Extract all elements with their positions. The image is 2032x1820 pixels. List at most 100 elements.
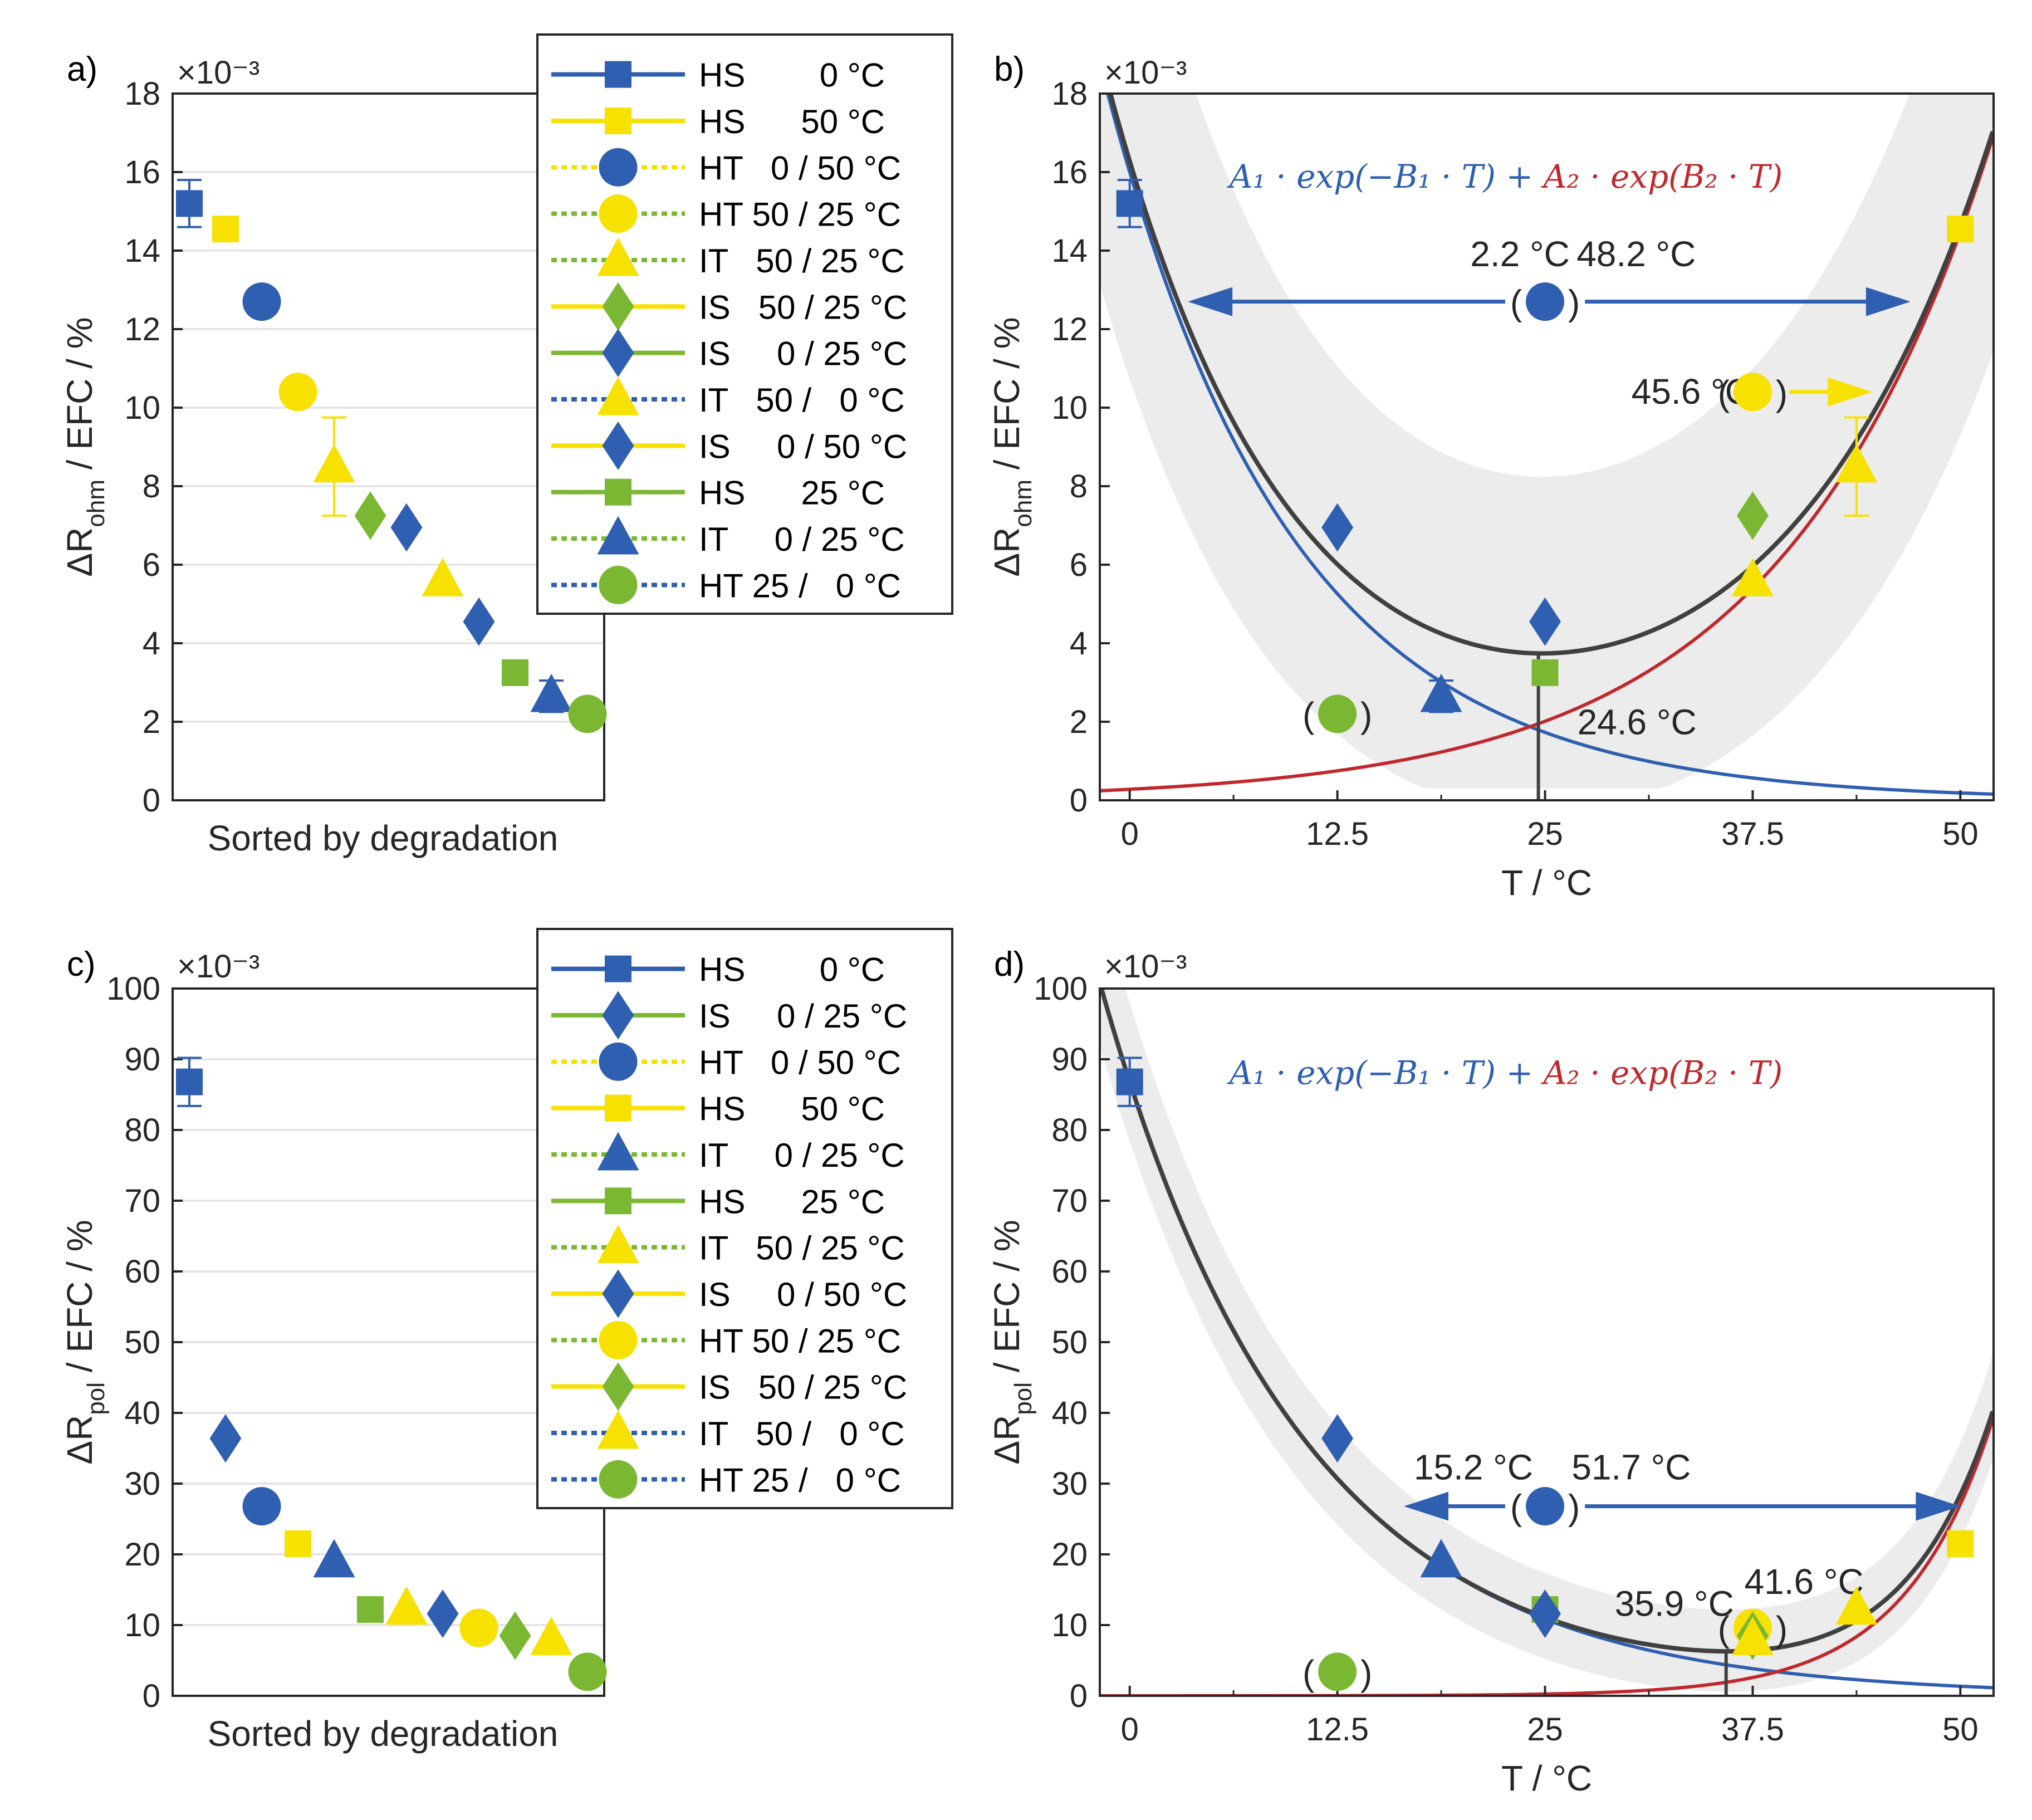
confidence-band	[1100, 989, 1993, 1692]
legend-marker	[605, 1094, 631, 1122]
y-tick-label: 16	[1051, 154, 1088, 190]
legend-entry: HT 25 / 0 °C	[699, 567, 901, 604]
data-point	[422, 557, 464, 596]
legend-marker	[597, 1225, 639, 1264]
data-point	[313, 444, 355, 483]
y-tick-label: 12	[124, 311, 160, 348]
y-tick-label: 20	[124, 1537, 160, 1573]
legend-marker	[597, 237, 639, 276]
data-point	[242, 1487, 281, 1526]
y-label-main: ΔR	[60, 527, 100, 577]
y-tick-label: 60	[1051, 1254, 1088, 1290]
data-point	[568, 1652, 607, 1691]
y-label-sub: ohm	[82, 480, 110, 527]
data-point	[1321, 503, 1354, 552]
y-tick-label: 40	[1051, 1395, 1088, 1431]
y-label-sub: pol	[1010, 1382, 1037, 1415]
y-tick-label: 70	[1051, 1183, 1088, 1219]
data-point	[1321, 1414, 1354, 1463]
data-point	[1420, 1539, 1462, 1578]
legend-marker	[602, 1362, 634, 1411]
legend-entry: IS 50 / 25 °C	[699, 288, 907, 326]
x-tick-label: 25	[1527, 816, 1563, 852]
annotation-label: 48.2 °C	[1576, 234, 1696, 274]
x-tick-label: 37.5	[1721, 1711, 1784, 1748]
y-tick-label: 16	[124, 154, 160, 190]
paren-left: (	[1718, 1609, 1730, 1649]
panel-c: 0 10 20 30 40 50 60 70 80 90 100 Sorted by degradat…	[60, 928, 953, 1754]
legend-marker	[597, 1410, 639, 1449]
arrow-head	[1188, 287, 1233, 316]
legend-entry: IS 0 / 25 °C	[699, 997, 907, 1035]
data-point	[1835, 444, 1878, 483]
x-axis-label: T / °C	[1501, 863, 1592, 903]
minimum-label: 35.9 °C	[1615, 1584, 1734, 1624]
paren-left: (	[1510, 1488, 1522, 1528]
y-tick-label: 0	[143, 1678, 160, 1714]
legend-entry: IT 50 / 0 °C	[699, 381, 905, 419]
arrow-head	[1865, 287, 1911, 316]
legend-entry: IT 0 / 25 °C	[699, 521, 905, 558]
annotation-label: 45.6 °C	[1632, 371, 1751, 412]
x-axis-label: Sorted by degradation	[208, 818, 559, 858]
data-point	[459, 1608, 498, 1647]
x-tick-label: 25	[1527, 1711, 1563, 1748]
fit-curve-blue	[1106, 94, 1993, 796]
y-tick-label: 80	[124, 1112, 160, 1148]
y-label-main: ΔR	[987, 527, 1027, 577]
data-point	[568, 694, 607, 733]
data-point	[212, 216, 239, 243]
data-point	[1116, 190, 1143, 217]
legend-marker	[605, 478, 631, 506]
data-point	[1531, 659, 1559, 686]
data-point	[463, 597, 495, 646]
data-point	[209, 1414, 242, 1463]
confidence-band	[1100, 94, 1993, 789]
panel-label: a)	[67, 50, 97, 89]
y-tick-label: 4	[143, 625, 160, 662]
panel-b: 24.6 °C A₁ · exp(−B₁ · T) + A₂ · exp(B₂ ·…	[987, 50, 1995, 903]
x-axis-label: T / °C	[1501, 1758, 1592, 1798]
arrow-head	[1828, 377, 1873, 407]
y-tick-label: 6	[143, 547, 160, 583]
data-point	[1526, 282, 1565, 321]
panel-label: b)	[994, 50, 1025, 89]
data-point	[1731, 557, 1774, 596]
y-tick-label: 2	[1070, 704, 1088, 740]
data-point	[1526, 1487, 1565, 1526]
y-tick-label: 0	[143, 782, 160, 819]
formula-blue-part: A₁ · exp(−B₁ · T) +	[1227, 158, 1544, 195]
legend-entry: IT 50 / 25 °C	[699, 1230, 905, 1267]
legend-marker	[602, 991, 634, 1040]
y-axis-label: ΔRohm / EFC / %	[987, 317, 1037, 576]
y-axis-label: ΔRpol / EFC / %	[987, 1220, 1037, 1464]
data-point	[176, 190, 203, 217]
y-tick-label: 30	[1051, 1466, 1088, 1502]
y-tick-label: 20	[1051, 1537, 1088, 1573]
y-tick-label: 10	[1051, 1607, 1088, 1643]
data-point	[176, 1068, 203, 1095]
legend-entry: HT 25 / 0 °C	[699, 1461, 901, 1499]
legend-entry: HT 50 / 25 °C	[699, 196, 901, 233]
data-point	[530, 1616, 572, 1655]
y-label-rest: / EFC / %	[60, 317, 100, 480]
legend-marker	[599, 565, 638, 604]
x-axis-label: Sorted by degradation	[208, 1714, 559, 1754]
data-point	[1835, 1586, 1878, 1625]
y-tick-label: 14	[124, 233, 160, 269]
formula-red-part: A₂ · exp(B₂ · T)	[1541, 1054, 1783, 1092]
exponent-label: ×10⁻³	[177, 948, 259, 985]
y-tick-label: 18	[1051, 76, 1088, 112]
legend-marker	[602, 329, 634, 378]
y-tick-label: 10	[124, 1607, 160, 1643]
legend-entry: HS 50 °C	[699, 103, 885, 140]
panel-label: c)	[67, 945, 96, 984]
panel-d: 35.9 °C A₁ · exp(−B₁ · T) + A₂ · exp(B₂ ·…	[987, 945, 1995, 1798]
paren-right: )	[1568, 283, 1580, 323]
y-tick-label: 50	[1051, 1324, 1088, 1361]
data-point	[390, 503, 423, 552]
annotation-label: 51.7 °C	[1571, 1447, 1691, 1487]
legend-entry: HT 50 / 25 °C	[699, 1322, 901, 1359]
data-point	[357, 1596, 384, 1623]
legend-entry: IS 0 / 50 °C	[699, 428, 907, 465]
